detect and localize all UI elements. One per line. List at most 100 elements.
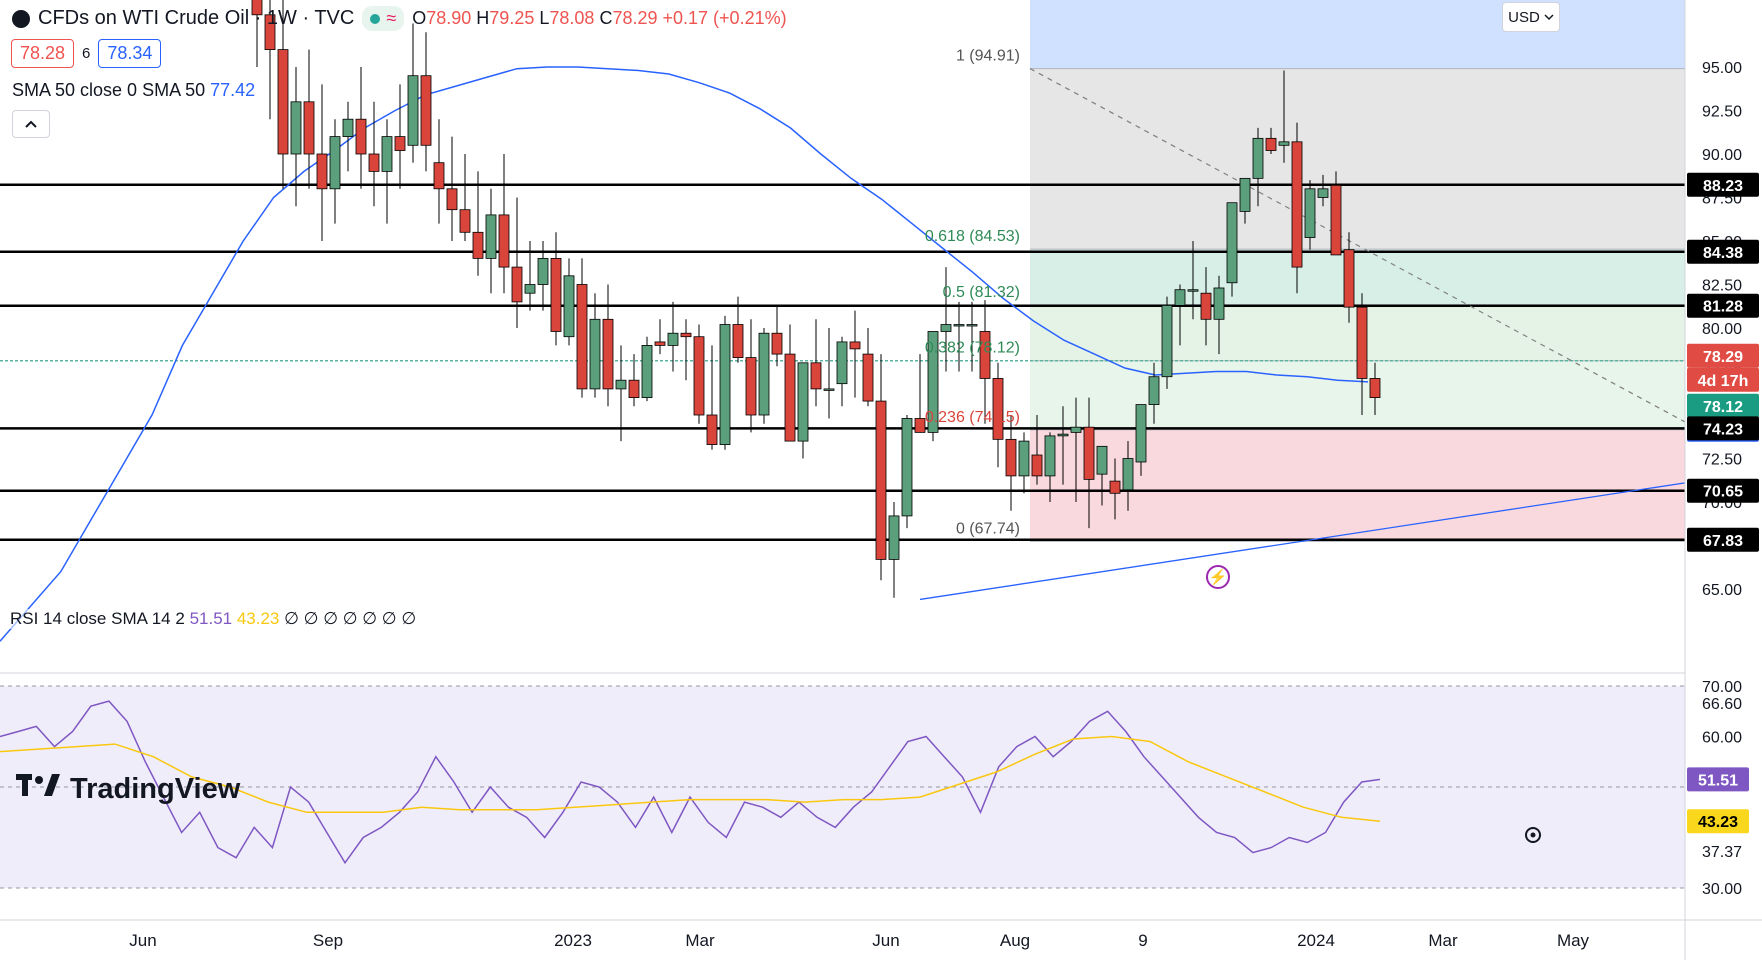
time-tick-label: Mar (1428, 931, 1458, 950)
fib-zone-1-0618 (1030, 68, 1685, 250)
fibonacci-zones (1030, 0, 1685, 542)
price-axis[interactable]: 65.0067.5070.0072.5075.0077.5080.0082.50… (1702, 60, 1742, 599)
candle-down (511, 266, 523, 303)
candle-down (680, 332, 692, 338)
candle-down (979, 331, 991, 379)
candle-down (602, 318, 614, 390)
price-tag-text: 81.28 (1703, 299, 1743, 316)
symbol-legend: CFDs on WTI Crude Oil · 1W · TVC ≈ O78.9… (12, 6, 787, 31)
candle-up (1239, 177, 1251, 212)
candle-down (1343, 249, 1355, 308)
candle-up (290, 101, 302, 155)
price-tag-box (1687, 343, 1759, 368)
fib-label-text: 0.5 (81.32) (943, 284, 1020, 301)
candle-up (758, 332, 770, 416)
candle-up (1057, 433, 1069, 437)
gear-icon[interactable] (1521, 823, 1545, 847)
candle-up (1161, 304, 1173, 378)
rsi-legend[interactable]: RSI 14 close SMA 14 2 51.51 43.23 ∅ ∅ ∅ … (10, 609, 417, 629)
candle-up (1044, 435, 1056, 477)
rsi-legend-value: 51.51 (189, 609, 233, 628)
rsi-tag-box (1687, 767, 1749, 792)
price-tick-label: 92.50 (1702, 104, 1742, 121)
candle-down (368, 153, 380, 172)
bid-price-button[interactable]: 78.28 (11, 39, 75, 68)
price-tick-label: 90.00 (1702, 147, 1742, 164)
candle-down (472, 231, 484, 259)
price-tag-text: 4d 17h (1698, 373, 1749, 390)
symbol-title[interactable]: CFDs on WTI Crude Oil · 1W · TVC (38, 7, 355, 29)
candle-up (524, 284, 536, 294)
candlesticks (251, 0, 1381, 598)
spread-value: 6 (82, 45, 91, 62)
candle-up (953, 324, 965, 327)
candle-up (901, 418, 913, 517)
fibonacci-labels: 1 (94.91) 0.618 (84.53) 0.5 (81.32) 0.382 (… (925, 48, 1020, 538)
candle-up (1304, 188, 1316, 238)
market-status-pill[interactable]: ≈ (362, 6, 405, 31)
tradingview-logo[interactable]: TradingView (16, 772, 240, 806)
candle-down (459, 209, 471, 233)
price-tag-box (1687, 478, 1759, 503)
ask-price-button[interactable]: 78.34 (98, 39, 162, 68)
sma-50-line (0, 66, 1369, 642)
price-tag-box (1687, 527, 1759, 552)
candle-up (1226, 202, 1238, 284)
candle-down (303, 101, 315, 155)
sma-legend-value: 77.42 (210, 80, 256, 100)
candle-down (706, 414, 718, 445)
candle-up (1148, 376, 1160, 405)
candle-up (641, 344, 653, 398)
price-tag-text: 78.29 (1703, 349, 1743, 366)
candle-up (407, 75, 419, 146)
rsi-tag-text: 43.23 (1698, 814, 1738, 831)
time-tick-label: 2023 (554, 931, 592, 950)
rsi-legend-label: RSI 14 close SMA 14 2 (10, 609, 185, 628)
candle-down (1291, 141, 1303, 268)
candle-up (797, 362, 809, 442)
price-tick-label: 65.00 (1702, 582, 1742, 599)
candle-down (1265, 137, 1277, 151)
currency-selector[interactable]: USD (1502, 2, 1560, 32)
rsi-tag-plain: 66.60 (1702, 696, 1742, 713)
chevron-down-icon (1544, 13, 1554, 20)
candle-up (381, 136, 393, 172)
trend-lines[interactable] (919, 68, 1686, 601)
candle-down (745, 357, 757, 416)
rsi-sma-legend-value: 43.23 (236, 609, 280, 628)
candle-up (485, 214, 497, 259)
candle-down (810, 362, 822, 390)
candle-down (784, 353, 796, 442)
rsi-tick-label: 30.00 (1702, 881, 1742, 898)
price-tag-text: 78.12 (1703, 399, 1743, 416)
lightning-event-icon[interactable]: ⚡ (1206, 565, 1230, 589)
candle-up (1187, 289, 1199, 292)
tradingview-mark-icon (16, 772, 62, 806)
candle-up (1096, 445, 1108, 475)
candle-down (498, 214, 510, 268)
collapse-legend-button[interactable] (12, 110, 50, 138)
candle-up (342, 118, 354, 137)
fib-zone-above (1030, 0, 1685, 69)
price-tag-box (1687, 393, 1759, 418)
fib-label-text: 0.618 (84.53) (925, 228, 1020, 245)
candle-up (1135, 404, 1147, 463)
time-tick-label: 2024 (1297, 931, 1335, 950)
sma-legend[interactable]: SMA 50 close 0 SMA 50 77.42 (12, 80, 255, 101)
candle-up (927, 331, 939, 433)
rsi-tag-plain: 37.37 (1702, 844, 1742, 861)
candle-up (1213, 287, 1225, 320)
time-tick-label: Jun (129, 931, 156, 950)
candle-up (589, 318, 601, 390)
candle-up (1174, 289, 1186, 306)
time-axis[interactable]: Jun Sep 2023 Mar Jun Aug 9 2024 Mar May (129, 931, 1589, 950)
time-tick-label: Sep (313, 931, 343, 950)
price-tag-text: 74.23 (1703, 421, 1743, 438)
rsi-line (0, 700, 1381, 865)
price-tag-box (1687, 172, 1759, 197)
time-tick-label: Aug (1000, 931, 1030, 950)
candle-down (628, 379, 640, 399)
wave-icon: ≈ (386, 8, 397, 28)
rsi-tag-text: 51.51 (1698, 772, 1738, 789)
